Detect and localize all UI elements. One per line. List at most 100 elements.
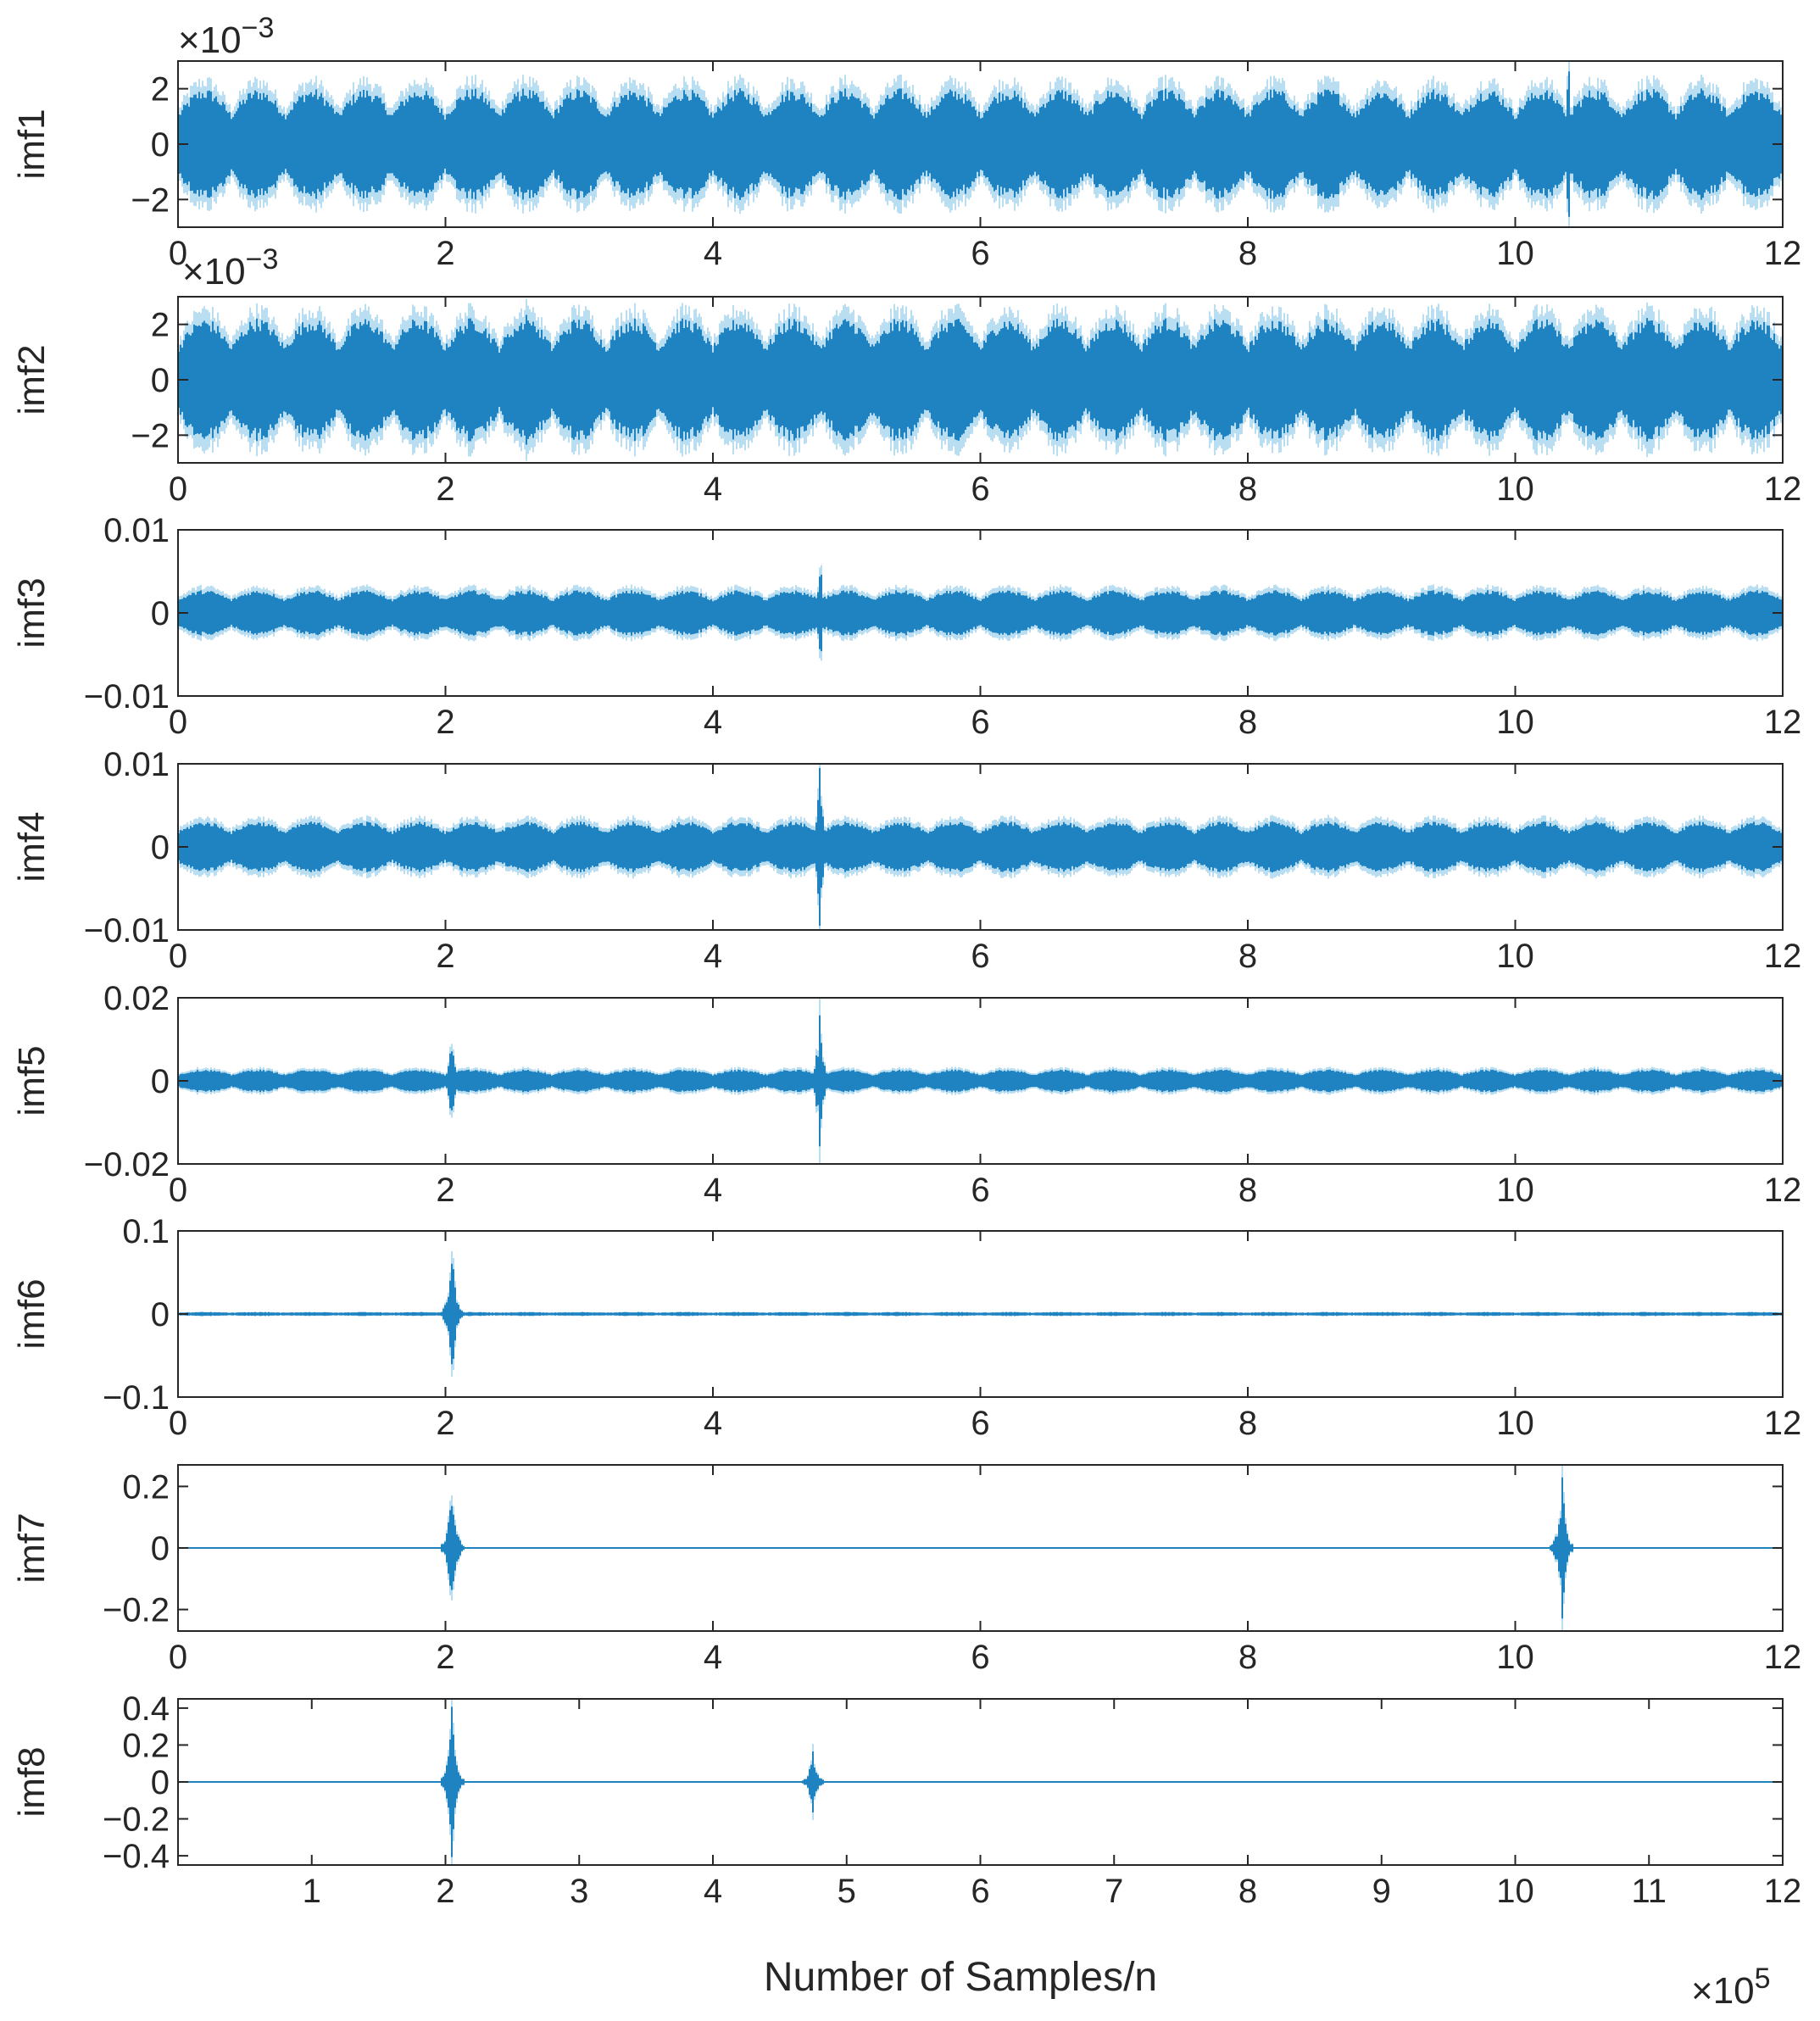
imf4-xtick-label: 12 [1764,938,1802,975]
y-multiplier-exponent-imf2: −3 [246,243,279,276]
imf8-ytick-label: 0 [151,1764,170,1801]
imf8-xtick-label: 8 [1238,1873,1257,1910]
imf1-xtick-label: 6 [971,235,989,272]
imf7-ytick-label: 0.2 [122,1468,170,1506]
imf8-ytick-label: 0.2 [122,1727,170,1764]
imf4-ylabel: imf4 [11,811,53,882]
y-multiplier-label: ×10−3 [178,12,274,61]
imf5-ytick-label: −0.02 [84,1146,170,1183]
imf1-xtick-label: 2 [436,235,454,272]
imf1-xtick-label: 4 [704,235,722,272]
imf8-xtick-label: 2 [436,1873,454,1910]
imf7-xtick-label: 4 [704,1639,722,1676]
imf5-xtick-label: 2 [436,1172,454,1209]
imf8-xtick-label: 1 [303,1873,321,1910]
imf4-xtick-label: 6 [971,938,989,975]
imf6-xtick-label: 4 [704,1405,722,1442]
imf4-xtick-label: 8 [1238,938,1257,975]
imf4-ytick-label: −0.01 [84,912,170,949]
imf2-signal [178,298,1783,461]
imf3-ytick-label: −0.01 [84,678,170,715]
imf8-xtick-label: 9 [1372,1873,1391,1910]
imf5-xtick-label: 8 [1238,1172,1257,1209]
imf8-ytick-label: 0.4 [122,1690,170,1728]
imf5-xtick-label: 6 [971,1172,989,1209]
imf1-ytick-label: −2 [131,181,170,219]
imf4-xtick-label: 0 [169,938,187,975]
imf6-ylabel: imf6 [11,1278,53,1349]
imf2-xtick-label: 0 [169,470,187,508]
x-multiplier-exponent: 5 [1755,1963,1771,1995]
imf4-xtick-label: 2 [436,938,454,975]
imf6-xtick-label: 8 [1238,1405,1257,1442]
imf5-ylabel: imf5 [11,1045,53,1116]
imf3-ytick-label: 0.01 [103,512,170,549]
imf5-signal [178,999,1783,1163]
imf6-xtick-label: 6 [971,1405,989,1442]
imf4-ytick-label: 0.01 [103,746,170,783]
imf6-signal [178,1250,1783,1378]
imf8-xtick-label: 11 [1631,1873,1667,1910]
y-multiplier-label-imf2: ×10−3 [182,243,278,292]
imf7-xtick-label: 0 [169,1639,187,1676]
imf4-ytick-label: 0 [151,829,170,866]
imf7-signal [178,1466,1783,1630]
imf6-xtick-label: 0 [169,1405,187,1442]
imf8-signal [178,1700,1783,1864]
imf4-xtick-label: 10 [1496,938,1534,975]
imf1-xtick-label: 10 [1496,235,1534,272]
imf1-ylabel: imf1 [11,109,53,179]
imf3-xtick-label: 12 [1764,704,1802,741]
imf1-xtick-label: 0 [169,235,187,272]
imf3-xtick-label: 8 [1238,704,1257,741]
imf7-xtick-label: 12 [1764,1639,1802,1676]
imf2-ylabel: imf2 [11,344,53,415]
imf8-ytick-label: −0.4 [103,1838,170,1875]
imf2-xtick-label: 8 [1238,470,1257,508]
imf2-ytick-label: 0 [151,362,170,399]
imf7-ytick-label: 0 [151,1530,170,1567]
imf1-ytick-label: 0 [151,126,170,164]
imf2-xtick-label: 6 [971,470,989,508]
imf2-ytick-label: −2 [131,417,170,454]
imf7-ylabel: imf7 [11,1512,53,1583]
imf5-ytick-label: 0 [151,1063,170,1100]
imf8-ytick-label: −0.2 [103,1801,170,1839]
imf6-ytick-label: 0 [151,1296,170,1333]
imf2-xtick-label: 4 [704,470,722,508]
imf6-ytick-label: −0.1 [103,1379,170,1417]
imf4-xtick-label: 4 [704,938,722,975]
imf1-signal [178,62,1783,226]
imf8-xtick-label: 4 [704,1873,722,1910]
imf6-xtick-label: 2 [436,1405,454,1442]
imf3-xtick-label: 0 [169,704,187,741]
imf7-xtick-label: 6 [971,1639,989,1676]
imf7-xtick-label: 8 [1238,1639,1257,1676]
imf5-ytick-label: 0.02 [103,980,170,1017]
imf2-xtick-label: 12 [1764,470,1802,508]
imf3-ytick-label: 0 [151,595,170,632]
imf6-ytick-label: 0.1 [122,1213,170,1250]
imf3-xtick-label: 10 [1496,704,1534,741]
x-axis-label: Number of Samples/n [764,1955,1157,2000]
imf3-ylabel: imf3 [11,577,53,648]
imf3-xtick-label: 2 [436,704,454,741]
imf7-xtick-label: 10 [1496,1639,1534,1676]
imf3-signal [178,565,1783,661]
imf1-xtick-label: 8 [1238,235,1257,272]
imf4-signal [178,765,1783,929]
imf8-xtick-label: 10 [1496,1873,1534,1910]
imf2-ytick-label: 2 [151,307,170,344]
imf7-ytick-label: −0.2 [103,1592,170,1629]
imf6-xtick-label: 10 [1496,1405,1534,1442]
panel-imf7: −0.2 0 0.2 0 2 4 6 8 10 12 imf7 [11,1464,1802,1676]
imf2-xtick-label: 10 [1496,470,1534,508]
imf2-xtick-label: 2 [436,470,454,508]
imf8-xtick-label: 12 [1764,1873,1802,1910]
